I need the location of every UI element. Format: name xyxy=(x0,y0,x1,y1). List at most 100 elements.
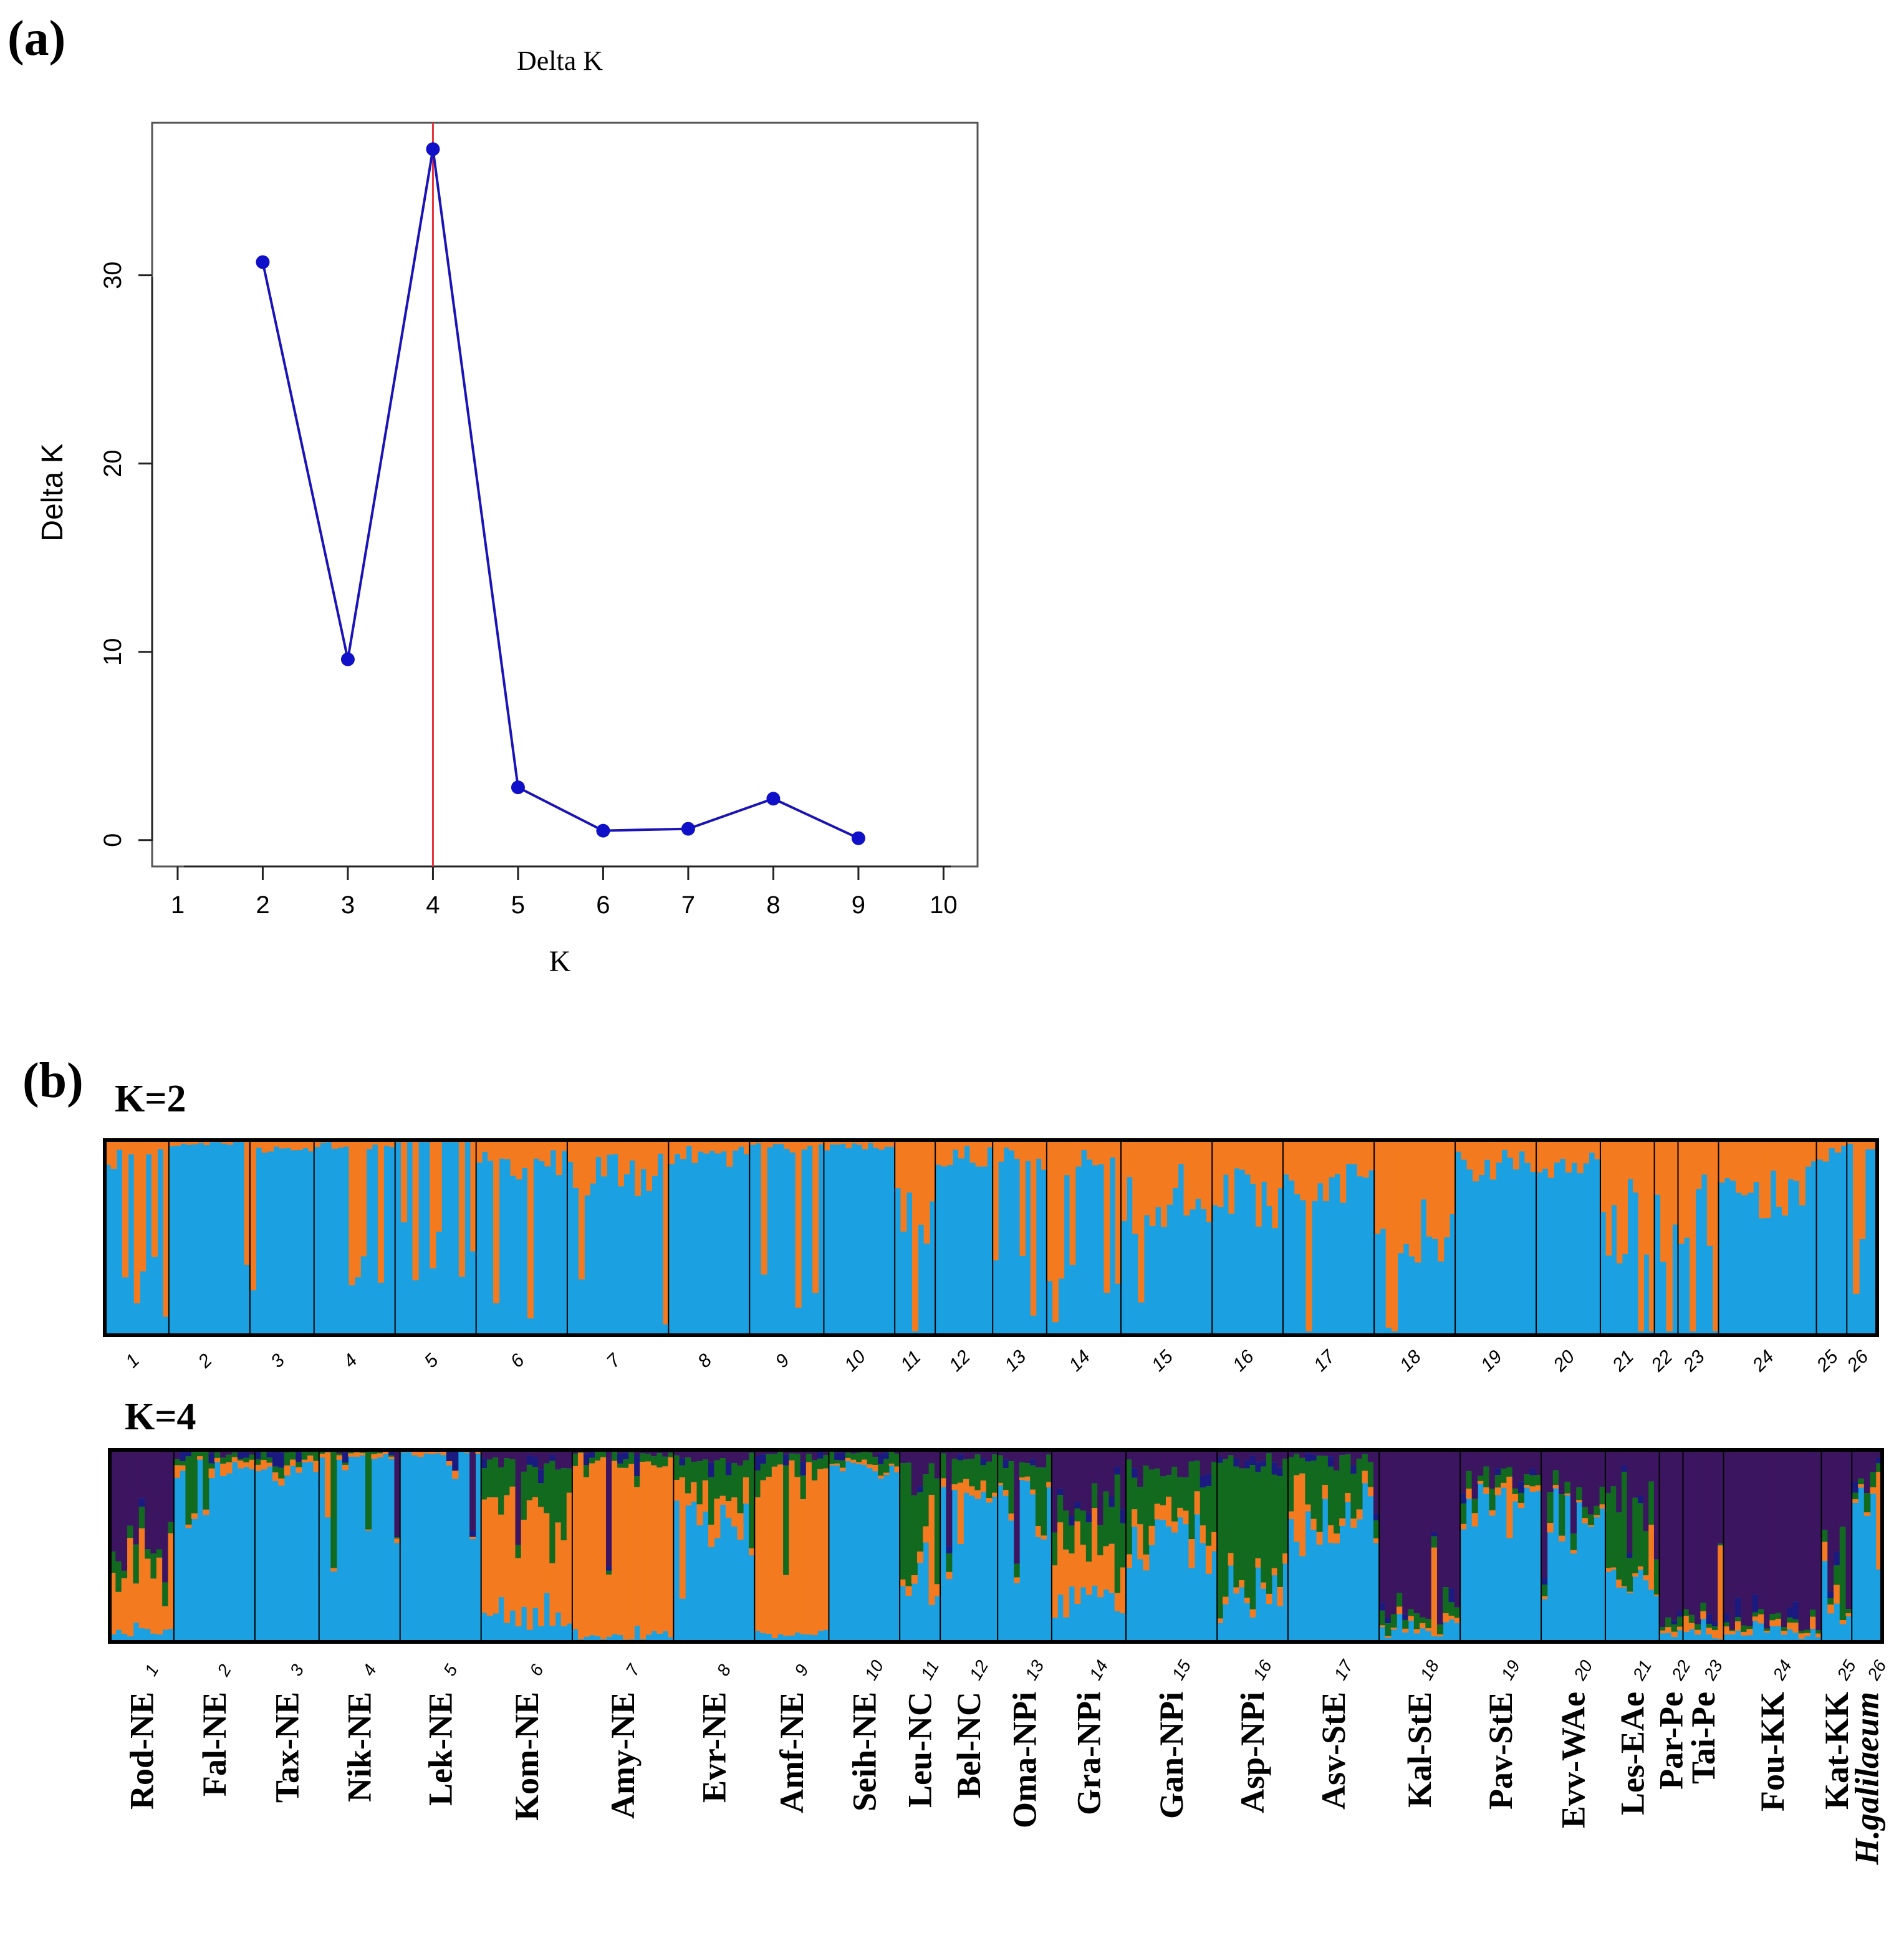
k4-bar-segment xyxy=(878,1475,884,1479)
k4-bar-segment xyxy=(1080,1450,1087,1511)
k4-bar-segment xyxy=(1643,1575,1650,1581)
k4-bar-segment xyxy=(737,1465,744,1513)
k2-bar-segment xyxy=(372,1140,378,1145)
k4-bar-segment xyxy=(1299,1473,1306,1556)
k4-bar-segment xyxy=(1863,1450,1871,1494)
k4-bar-segment xyxy=(1632,1573,1638,1577)
k2-bar-segment xyxy=(314,1140,320,1148)
k2-bar-segment xyxy=(900,1140,907,1232)
k4-bar-segment xyxy=(1594,1505,1600,1515)
k4-bar-segment xyxy=(754,1450,761,1457)
k4-bar-segment xyxy=(1379,1625,1386,1628)
k4-bar-segment xyxy=(359,1452,366,1456)
k4-bar-segment xyxy=(771,1450,778,1454)
k4-bar-segment xyxy=(127,1525,134,1538)
k4-bar-segment xyxy=(197,1452,204,1457)
k4-population-labels: Rod-NE Fal-NE Tax-NE Nik-NE Lek-NE Kom-NE Amy-… xyxy=(123,1692,1885,1866)
k4-population-label: Evv-WAe xyxy=(1555,1692,1592,1828)
k4-bar-segment xyxy=(1659,1450,1666,1628)
k4-bar-segment xyxy=(1367,1487,1374,1497)
k4-bar-segment xyxy=(313,1452,320,1461)
k4-bar-segment xyxy=(1205,1545,1212,1574)
k4-bar-segment xyxy=(617,1463,623,1468)
k4-bar-segment xyxy=(714,1499,721,1538)
k4-bar-segment xyxy=(1408,1616,1415,1621)
k4-bar-segment xyxy=(133,1544,140,1584)
k4-bar-segment xyxy=(719,1458,726,1496)
k2-bar-segment xyxy=(964,1140,971,1146)
k4-bar-segment xyxy=(1299,1457,1306,1474)
k2-population-number: 9 xyxy=(772,1350,794,1371)
k4-bar-segment xyxy=(1125,1450,1132,1460)
k2-bar-segment xyxy=(186,1140,193,1145)
k2-bar-segment xyxy=(256,1140,262,1148)
k4-bar-segment xyxy=(1466,1489,1473,1499)
k4-bar-segment xyxy=(1390,1614,1397,1628)
k4-bar-segment xyxy=(1074,1508,1081,1522)
k4-bar-segment xyxy=(1008,1450,1015,1462)
k4-bar-segment xyxy=(532,1467,539,1497)
k4-bar-segment xyxy=(1200,1475,1206,1488)
k2-bar-segment xyxy=(1484,1140,1491,1160)
k4-bar-segment xyxy=(783,1454,790,1465)
k4-bar-segment xyxy=(266,1452,273,1458)
k2-population-number: 17 xyxy=(1310,1346,1340,1376)
k2-bar-segment xyxy=(1519,1140,1526,1152)
k4-bar-segment xyxy=(1483,1450,1490,1467)
k4-bar-segment xyxy=(1787,1607,1794,1618)
k2-population-number: 4 xyxy=(339,1350,361,1372)
k4-bar-segment xyxy=(702,1459,709,1480)
k2-bar-segment xyxy=(784,1140,791,1149)
k2-bar-segment xyxy=(1718,1140,1725,1183)
k4-bar-segment xyxy=(1431,1536,1438,1548)
k4-bar-segment xyxy=(238,1461,244,1469)
k4-bar-segment xyxy=(1559,1535,1565,1542)
k4-bar-segment xyxy=(1535,1450,1542,1475)
k2-bar-segment xyxy=(663,1140,670,1325)
k2-bar-segment xyxy=(1713,1140,1719,1331)
k4-bar-segment xyxy=(1576,1487,1583,1500)
k2-bar-segment xyxy=(812,1140,819,1293)
k2-population-number: 10 xyxy=(840,1346,870,1376)
k2-bar-segment xyxy=(795,1140,802,1308)
k4-bar-segment xyxy=(628,1464,635,1639)
k4-bar-segment xyxy=(1564,1482,1571,1494)
k4-bar-segment xyxy=(1792,1450,1799,1602)
k4-bar-segment xyxy=(743,1477,749,1504)
k2-bar-segment xyxy=(516,1140,522,1180)
k4-bar-segment xyxy=(1494,1475,1501,1488)
k4-bar-segment xyxy=(917,1492,924,1552)
k4-bar-segment xyxy=(1671,1620,1678,1625)
k4-bar-segment xyxy=(783,1465,790,1575)
k4-bar-segment xyxy=(1002,1468,1009,1490)
k4-bar-segment xyxy=(1695,1450,1701,1624)
k4-bar-segment xyxy=(883,1452,890,1459)
k2-bar-segment xyxy=(1559,1140,1566,1159)
k4-bar-segment xyxy=(1420,1623,1426,1629)
k4-bar-segment xyxy=(1448,1588,1455,1603)
k4-bar-segment xyxy=(662,1450,669,1457)
k4-population-number: 10 xyxy=(861,1657,888,1684)
k2-bar-segment xyxy=(203,1140,210,1146)
k4-bar-segment xyxy=(969,1486,976,1496)
k4-bar-segment xyxy=(1120,1450,1127,1510)
k4-bar-segment xyxy=(1233,1466,1239,1588)
k4-bar-segment xyxy=(1711,1621,1719,1627)
k4-population-number: 7 xyxy=(622,1661,644,1679)
k2-population-number: 26 xyxy=(1843,1346,1873,1376)
k4-bar-segment xyxy=(266,1462,273,1467)
k4-bar-segment xyxy=(1483,1466,1490,1488)
k4-bar-segment xyxy=(1085,1522,1092,1562)
k4-bar-segment xyxy=(1852,1482,1858,1493)
k4-bar-segment xyxy=(651,1456,658,1465)
k4-bar-segment xyxy=(1277,1476,1283,1587)
k4-bar-segment xyxy=(336,1453,343,1456)
k4-bar-segment xyxy=(1051,1532,1058,1566)
k4-bar-segment xyxy=(1746,1450,1753,1627)
k4-bar-segment xyxy=(1741,1625,1748,1632)
k4-population-label: Fal-NE xyxy=(196,1692,233,1796)
k4-bar-segment xyxy=(572,1465,579,1629)
k4-bar-segment xyxy=(856,1462,862,1464)
k4-bar-segment xyxy=(1677,1450,1684,1611)
k2-bar-segment xyxy=(906,1140,913,1193)
